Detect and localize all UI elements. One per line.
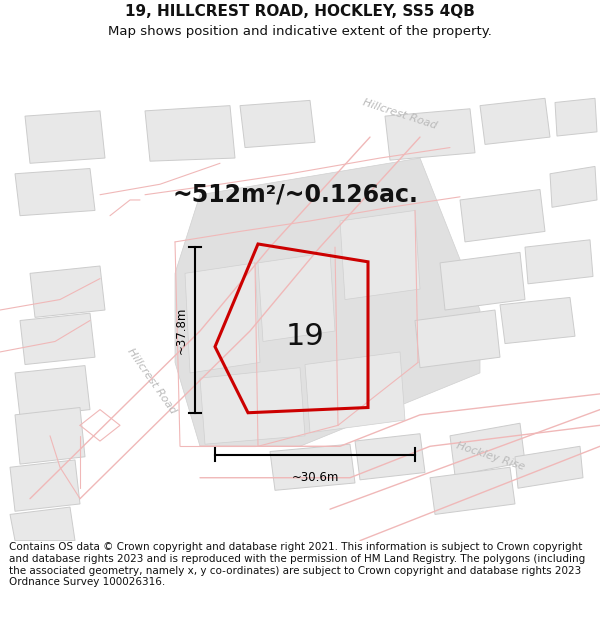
Polygon shape [385,109,475,160]
Text: Contains OS data © Crown copyright and database right 2021. This information is : Contains OS data © Crown copyright and d… [9,542,585,587]
Polygon shape [240,101,315,148]
Text: ~30.6m: ~30.6m [292,471,338,484]
Polygon shape [355,434,425,480]
Polygon shape [480,98,550,144]
Polygon shape [200,368,305,444]
Polygon shape [415,310,500,368]
Polygon shape [430,468,515,514]
Polygon shape [550,166,597,208]
Polygon shape [340,211,420,299]
Polygon shape [440,253,525,310]
Polygon shape [525,240,593,284]
Polygon shape [500,298,575,344]
Polygon shape [10,460,80,511]
Text: 19, HILLCREST ROAD, HOCKLEY, SS5 4QB: 19, HILLCREST ROAD, HOCKLEY, SS5 4QB [125,4,475,19]
Polygon shape [270,444,355,490]
Polygon shape [460,189,545,242]
Polygon shape [450,423,525,476]
Text: Hockley Rise: Hockley Rise [455,441,526,472]
Text: ~37.8m: ~37.8m [175,306,187,354]
Polygon shape [145,106,235,161]
Polygon shape [258,253,335,341]
Polygon shape [515,446,583,488]
Polygon shape [15,408,85,464]
Polygon shape [175,158,480,446]
Text: Hillcrest Road: Hillcrest Road [125,347,178,416]
Polygon shape [20,313,95,364]
Polygon shape [15,366,90,417]
Polygon shape [30,266,105,318]
Polygon shape [185,263,260,373]
Polygon shape [555,98,597,136]
Polygon shape [305,352,405,432]
Text: Map shows position and indicative extent of the property.: Map shows position and indicative extent… [108,25,492,38]
Text: 19: 19 [286,322,325,351]
Polygon shape [25,111,105,163]
Text: Hillcrest Road: Hillcrest Road [362,98,439,131]
Text: ~512m²/~0.126ac.: ~512m²/~0.126ac. [172,182,418,207]
Polygon shape [10,507,75,541]
Polygon shape [15,169,95,216]
